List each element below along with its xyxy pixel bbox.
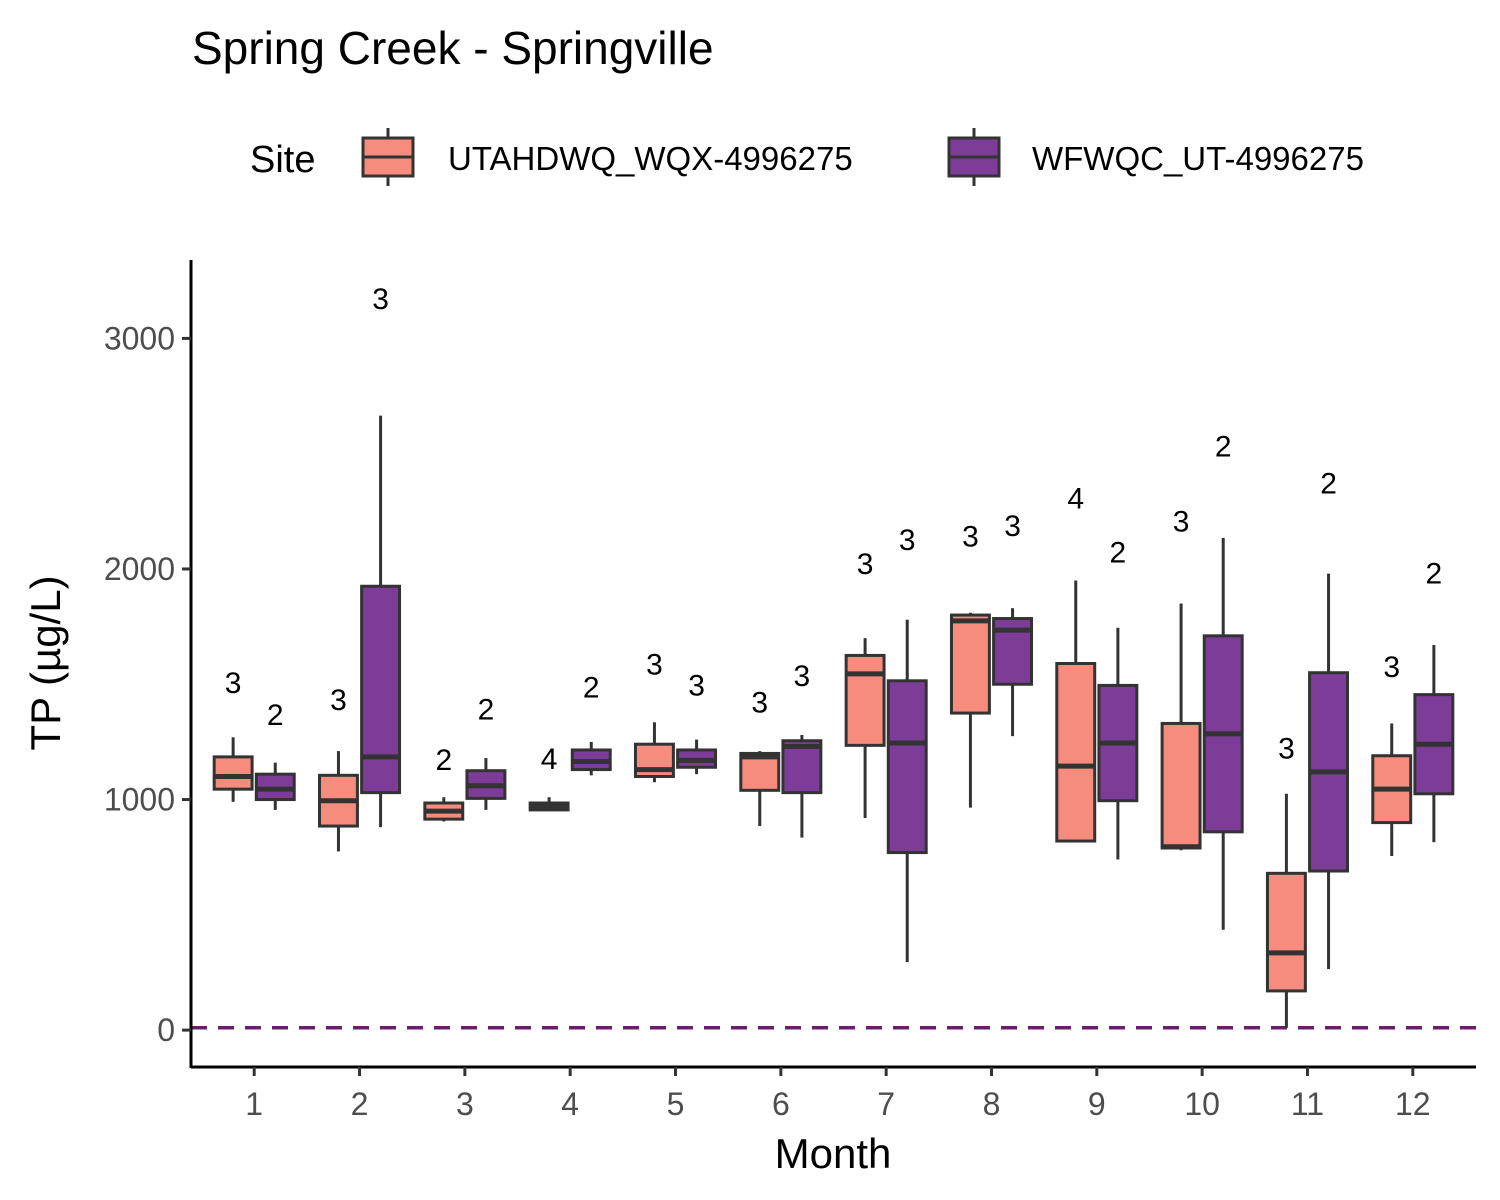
legend-label-wfwqc: WFWQC_UT-4996275 <box>1032 140 1364 177</box>
count-label: 3 <box>688 669 705 702</box>
y-axis-ticks: 0 1000 2000 3000 <box>104 320 191 1048</box>
x-tick-label: 10 <box>1184 1086 1220 1122</box>
box <box>781 739 823 795</box>
legend: Site UTAHDWQ_WQX-4996275 WFWQC_UT-499627… <box>250 128 1364 186</box>
box-utahdwq-month-3: 2 <box>423 744 465 822</box>
count-label: 2 <box>1426 557 1443 590</box>
box-wfwqc-month-1: 2 <box>254 699 296 810</box>
count-label: 3 <box>794 660 811 693</box>
box-wfwqc-month-12: 2 <box>1413 557 1455 843</box>
box-utahdwq-month-8: 3 <box>949 521 991 808</box>
box-utahdwq-month-10: 3 <box>1160 506 1202 851</box>
legend-key-utahdwq <box>361 128 415 186</box>
count-label: 4 <box>541 743 558 776</box>
count-label: 3 <box>899 524 916 557</box>
y-axis-title: TP (µg/L) <box>22 575 69 750</box>
x-tick-label: 7 <box>877 1086 895 1122</box>
x-tick-label: 6 <box>772 1086 790 1122</box>
box-utahdwq-month-7: 3 <box>844 548 886 818</box>
box-utahdwq-month-6: 3 <box>739 687 781 827</box>
count-label: 2 <box>1215 431 1232 464</box>
box <box>844 653 886 747</box>
count-label: 2 <box>478 693 495 726</box>
count-label: 3 <box>646 649 663 682</box>
box-wfwqc-month-5: 3 <box>676 669 718 775</box>
x-tick-label: 3 <box>456 1086 474 1122</box>
count-label: 2 <box>267 699 284 732</box>
x-tick-label: 12 <box>1395 1086 1431 1122</box>
x-tick-label: 9 <box>1088 1086 1106 1122</box>
box <box>1055 662 1097 843</box>
box <box>949 613 991 715</box>
box <box>886 679 928 855</box>
count-label: 3 <box>330 684 347 717</box>
count-label: 2 <box>583 672 600 705</box>
x-tick-label: 11 <box>1291 1086 1324 1122</box>
count-label: 3 <box>1004 510 1021 543</box>
count-label: 3 <box>751 687 768 720</box>
count-label: 2 <box>435 744 452 777</box>
y-tick-label: 0 <box>157 1012 175 1048</box>
box-wfwqc-month-6: 3 <box>781 660 823 838</box>
x-tick-label: 1 <box>245 1086 263 1122</box>
count-label: 3 <box>225 667 242 700</box>
box-utahdwq-month-9: 4 <box>1055 482 1097 843</box>
y-tick-label: 1000 <box>104 782 175 818</box>
box-wfwqc-month-9: 2 <box>1097 537 1139 860</box>
box-utahdwq-month-12: 3 <box>1371 651 1413 857</box>
count-label: 3 <box>857 548 874 581</box>
box <box>212 755 254 791</box>
box <box>739 751 781 792</box>
count-label: 3 <box>1173 506 1190 539</box>
legend-key-wfwqc <box>947 128 1001 186</box>
count-label: 3 <box>1278 733 1295 766</box>
box-wfwqc-month-7: 3 <box>886 524 928 963</box>
legend-label-utahdwq: UTAHDWQ_WQX-4996275 <box>448 140 853 177</box>
box <box>1265 871 1307 993</box>
chart-title: Spring Creek - Springville <box>192 22 714 74</box>
box-wfwqc-month-11: 2 <box>1308 468 1349 970</box>
box-wfwqc-month-2: 3 <box>360 283 402 828</box>
count-label: 3 <box>1383 651 1400 684</box>
box-utahdwq-month-2: 3 <box>318 684 359 852</box>
box-wfwqc-month-3: 2 <box>465 693 507 810</box>
box <box>360 584 402 795</box>
box-utahdwq-month-11: 3 <box>1265 733 1307 1028</box>
count-label: 4 <box>1067 482 1084 515</box>
x-axis-ticks: 1 2 3 4 5 6 7 8 9 10 11 12 <box>245 1067 1431 1122</box>
y-tick-label: 2000 <box>104 551 175 587</box>
x-axis-title: Month <box>775 1130 892 1177</box>
box-wfwqc-month-10: 2 <box>1202 431 1244 930</box>
box-wfwqc-month-4: 2 <box>570 672 612 776</box>
box-utahdwq-month-5: 3 <box>633 649 675 783</box>
box-utahdwq-month-1: 3 <box>212 667 254 802</box>
x-tick-label: 4 <box>561 1086 579 1122</box>
x-tick-label: 5 <box>667 1086 685 1122</box>
x-tick-label: 2 <box>351 1086 369 1122</box>
y-tick-label: 3000 <box>104 320 175 356</box>
count-label: 2 <box>1110 537 1127 570</box>
legend-title: Site <box>250 139 315 181</box>
x-tick-label: 8 <box>983 1086 1001 1122</box>
box-utahdwq-month-4: 4 <box>528 743 570 812</box>
box-wfwqc-month-8: 3 <box>992 510 1034 737</box>
count-label: 3 <box>962 521 979 554</box>
count-label: 3 <box>372 283 389 316</box>
box <box>1160 721 1202 850</box>
count-label: 2 <box>1320 468 1337 501</box>
